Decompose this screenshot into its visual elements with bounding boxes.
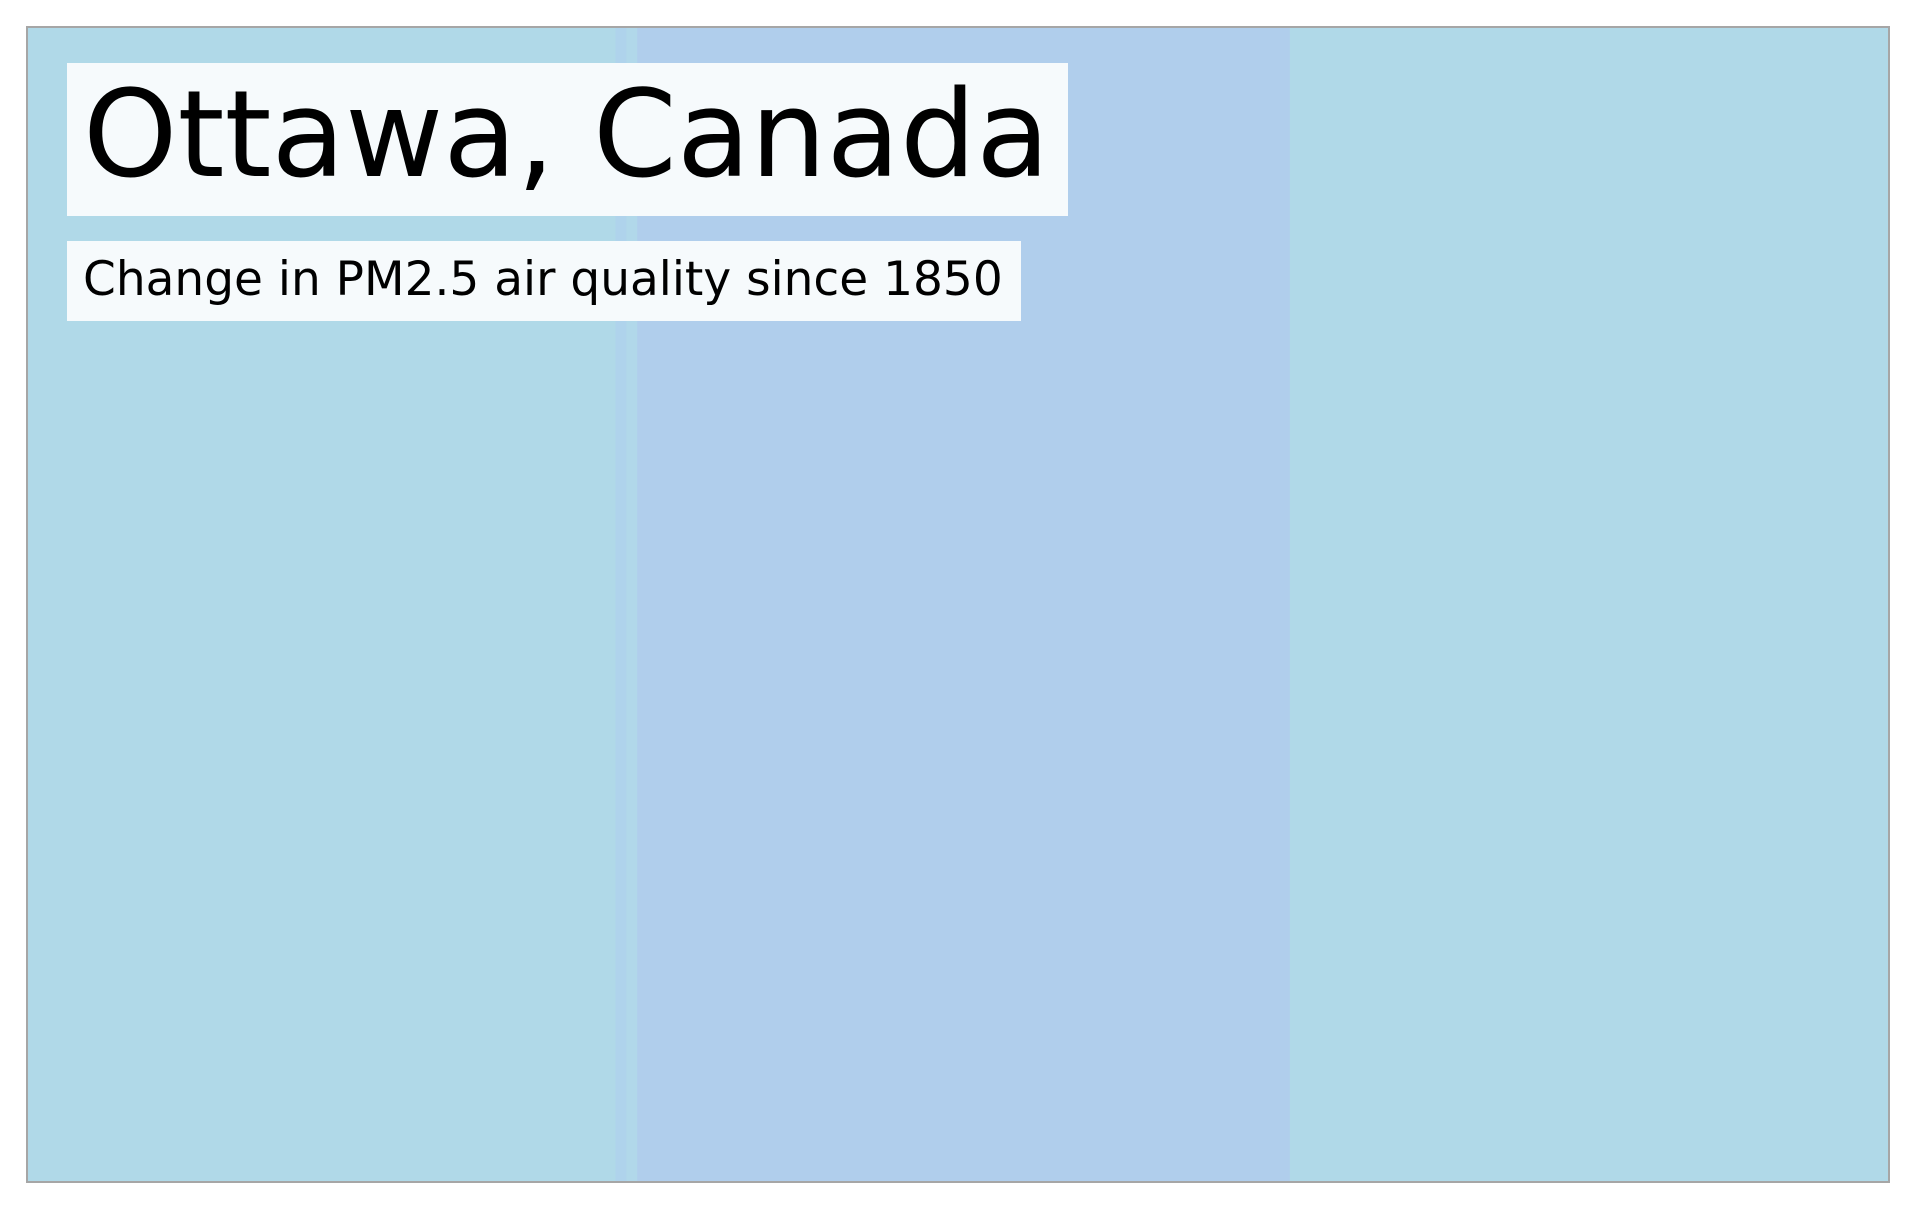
stripe-band-1 (615, 28, 627, 1181)
stripe-band-3 (637, 28, 1291, 1181)
chart-frame (26, 26, 1890, 1183)
stripe-band-2 (626, 28, 638, 1181)
stripe-band-4 (1289, 28, 1888, 1181)
chart-subtitle: Change in PM2.5 air quality since 1850 (67, 241, 1021, 321)
chart-title: Ottawa, Canada (67, 63, 1068, 216)
stripe-band-0 (28, 28, 616, 1181)
stripes-plot (28, 28, 1888, 1181)
